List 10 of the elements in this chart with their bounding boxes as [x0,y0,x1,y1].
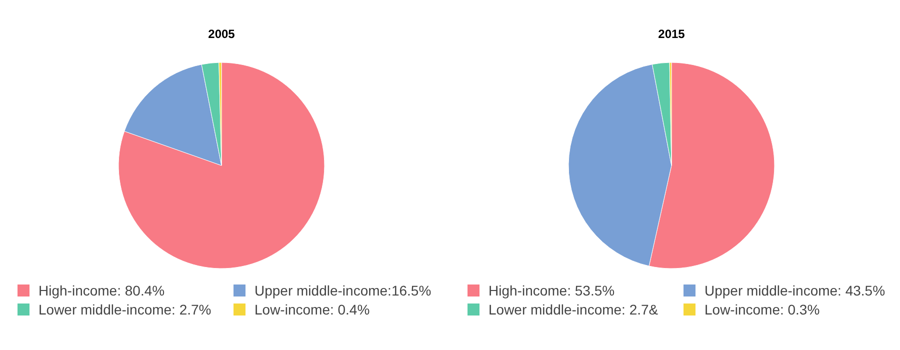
legend-label: Upper middle-income:16.5% [254,282,432,298]
chart-title: 2005 [208,27,236,41]
legend-label: Low-income: 0.4% [254,302,370,318]
chart-title: 2015 [658,27,686,41]
legend-label: High-income: 53.5% [488,282,615,298]
legend-label: Low-income: 0.3% [704,302,820,318]
legend-label: Lower middle-income: 2.7& [488,302,659,318]
legend-label: High-income: 80.4% [38,282,165,298]
legend-label: Upper middle-income: 43.5% [704,282,886,298]
legend-label: Lower middle-income: 2.7% [38,302,212,318]
